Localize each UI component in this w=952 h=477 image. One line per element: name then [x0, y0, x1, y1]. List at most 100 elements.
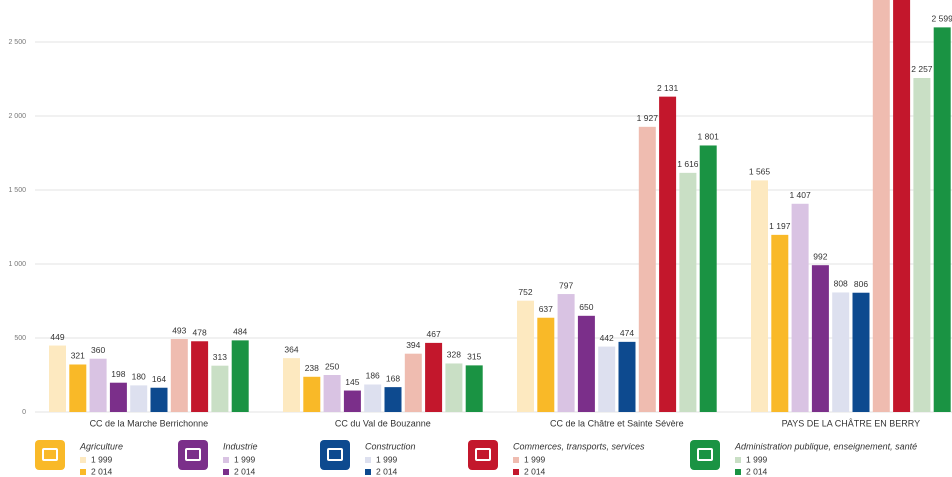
bar	[109, 382, 127, 412]
bar	[618, 341, 636, 412]
bar	[699, 145, 717, 412]
bar	[404, 353, 422, 412]
bar	[191, 341, 209, 412]
value-label: 168	[386, 373, 400, 383]
legend-swatch	[513, 457, 519, 463]
bar	[517, 300, 534, 412]
value-label: 180	[132, 372, 146, 382]
legend-icon-glyph	[42, 448, 58, 461]
value-label: 313	[213, 352, 227, 362]
value-label: 474	[620, 328, 634, 338]
legend-label: 1 999	[746, 454, 768, 464]
bar	[130, 385, 148, 412]
value-label: 198	[111, 369, 125, 379]
bar	[811, 265, 829, 412]
bar	[893, 0, 911, 413]
value-label: 493	[172, 325, 186, 335]
value-label: 364	[284, 344, 298, 354]
x-tick-label: CC de la Marche Berrichonne	[90, 418, 209, 428]
legend-swatch	[365, 469, 371, 475]
bar	[49, 345, 66, 412]
value-label: 806	[854, 279, 868, 289]
x-tick-label: CC du Val de Bouzanne	[335, 418, 431, 428]
legend-icon-glyph	[475, 448, 491, 461]
value-label: 394	[406, 340, 420, 350]
bar	[557, 294, 575, 412]
value-label: 1 197	[769, 221, 791, 231]
value-label: 797	[559, 280, 573, 290]
legend-label: 2 014	[91, 466, 113, 476]
legend-sector: Agriculture	[79, 441, 123, 451]
value-label: 808	[834, 279, 848, 289]
x-tick-label: CC de la Châtre et Sainte Sévère	[550, 418, 684, 428]
value-label: 164	[152, 374, 166, 384]
y-tick-label: 1 000	[8, 261, 26, 268]
bar	[364, 384, 382, 412]
bar	[638, 126, 656, 413]
legend-sector: Construction	[365, 441, 416, 451]
value-label: 467	[427, 329, 441, 339]
bar	[384, 387, 402, 412]
legend-label: 1 999	[524, 454, 546, 464]
y-tick-label: 0	[22, 409, 26, 416]
bar	[537, 317, 555, 412]
value-label: 328	[447, 350, 461, 360]
legend-icon-glyph	[327, 448, 343, 461]
legend-label: 2 014	[524, 466, 546, 476]
legend-swatch	[223, 469, 229, 475]
y-tick-label: 2 500	[8, 39, 26, 46]
value-label: 186	[366, 371, 380, 381]
bar	[150, 387, 168, 412]
legend-icon	[468, 440, 498, 470]
legend-swatch	[735, 469, 741, 475]
bar	[323, 375, 341, 412]
value-label: 752	[518, 287, 532, 297]
value-label: 2 257	[911, 64, 933, 74]
y-tick-label: 1 500	[8, 187, 26, 194]
legend-icon	[178, 440, 208, 470]
value-label: 442	[600, 333, 614, 343]
legend-icon-glyph	[185, 448, 201, 461]
value-label: 992	[813, 251, 827, 261]
legend-label: 2 014	[234, 466, 256, 476]
bar	[933, 27, 951, 413]
value-label: 145	[345, 377, 359, 387]
value-label: 2 599	[932, 14, 952, 24]
y-tick-label: 500	[14, 335, 26, 342]
value-label: 315	[467, 352, 481, 362]
value-label: 637	[539, 304, 553, 314]
bar	[445, 363, 463, 412]
value-label: 449	[50, 332, 64, 342]
bar	[211, 365, 229, 412]
bar	[852, 292, 870, 412]
bar	[913, 77, 931, 413]
legend-label: 2 014	[376, 466, 398, 476]
legend-sector: Industrie	[223, 441, 258, 451]
legend-icon	[690, 440, 720, 470]
legend-label: 1 999	[234, 454, 256, 464]
value-label: 250	[325, 361, 339, 371]
legend-label: 1 999	[376, 454, 398, 464]
x-tick-label: PAYS DE LA CHÂTRE EN BERRY	[782, 418, 921, 428]
bar	[231, 340, 249, 412]
value-label: 1 927	[637, 113, 659, 123]
legend-icon	[35, 440, 65, 470]
value-label: 1 407	[789, 190, 811, 200]
value-label: 478	[193, 328, 207, 338]
bar	[872, 0, 890, 413]
legend-swatch	[80, 469, 86, 475]
value-label: 360	[91, 345, 105, 355]
bar	[679, 172, 697, 412]
y-tick-label: 2 000	[8, 113, 26, 120]
value-label: 238	[305, 363, 319, 373]
legend-swatch	[80, 457, 86, 463]
bar	[425, 342, 443, 412]
legend-sector: Commerces, transports, services	[513, 441, 645, 451]
bar	[283, 358, 300, 412]
bar	[170, 339, 188, 412]
bar	[303, 376, 321, 412]
bar	[577, 315, 595, 412]
value-label: 650	[579, 302, 593, 312]
bar	[751, 180, 768, 412]
